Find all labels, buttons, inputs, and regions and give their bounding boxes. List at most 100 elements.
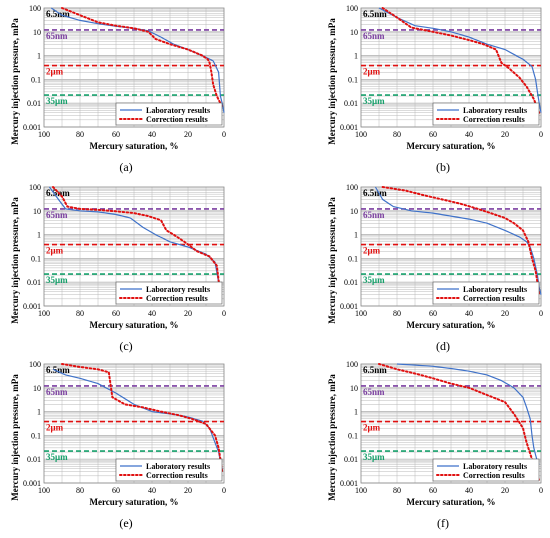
- reference-label: 65nm: [363, 210, 385, 220]
- reference-label: 6.5nm: [46, 9, 70, 19]
- x-tick-label: 0: [539, 130, 543, 139]
- legend-label: Laboratory results: [146, 285, 210, 294]
- x-tick-label: 100: [38, 309, 50, 318]
- x-axis-title: Mercury saturation, %: [406, 320, 495, 330]
- legend-box: [115, 458, 223, 482]
- legend-label: Correction results: [146, 115, 208, 124]
- reference-label: 65nm: [46, 31, 68, 41]
- panel-label: (b): [436, 160, 450, 174]
- y-tick-label: 0.1: [31, 254, 41, 263]
- y-axis-title: Mercury injection pressure, mPa: [10, 374, 20, 501]
- y-tick-label: 0.01: [27, 99, 41, 108]
- y-tick-label: 0.01: [27, 278, 41, 287]
- reference-label: 2μm: [363, 67, 381, 77]
- series-line-laboratory: [48, 186, 221, 292]
- plot-frame: [360, 7, 542, 128]
- legend-box: [115, 281, 223, 305]
- y-tick-label: 10: [33, 384, 41, 393]
- x-tick-label: 100: [38, 130, 50, 139]
- y-tick-label: 0.1: [31, 75, 41, 84]
- legend-box: [432, 458, 540, 482]
- series-line-laboratory: [374, 186, 542, 295]
- y-tick-label: 0.1: [348, 254, 358, 263]
- y-tick-label: 0.001: [23, 123, 41, 132]
- legend-label: Laboratory results: [463, 462, 527, 471]
- y-tick-label: 10: [350, 384, 358, 393]
- panel-label: (c): [119, 339, 132, 353]
- x-tick-label: 100: [355, 130, 367, 139]
- x-tick-label: 100: [355, 309, 367, 318]
- y-tick-label: 0.001: [23, 302, 41, 311]
- reference-label: 2μm: [46, 67, 64, 77]
- y-tick-label: 100: [346, 360, 358, 369]
- reference-label: 6.5nm: [363, 9, 387, 19]
- y-tick-label: 1: [37, 408, 41, 417]
- legend-label: Correction results: [463, 471, 525, 480]
- y-tick-label: 0.1: [348, 431, 358, 440]
- reference-label: 65nm: [363, 387, 385, 397]
- y-tick-label: 0.1: [348, 75, 358, 84]
- legend-box: [115, 102, 223, 126]
- x-tick-label: 40: [465, 130, 473, 139]
- y-tick-label: 10: [33, 207, 41, 216]
- plot-frame: [43, 363, 225, 484]
- x-tick-label: 60: [429, 309, 437, 318]
- plot-frame: [43, 186, 225, 307]
- y-tick-label: 0.001: [23, 479, 41, 488]
- x-tick-label: 0: [539, 486, 543, 495]
- y-tick-label: 10: [350, 207, 358, 216]
- x-tick-label: 80: [76, 130, 84, 139]
- legend-label: Laboratory results: [146, 462, 210, 471]
- reference-label: 35μm: [46, 96, 68, 106]
- y-axis-title: Mercury injection pressure, mPa: [327, 374, 337, 501]
- y-tick-label: 100: [29, 4, 41, 13]
- y-tick-label: 100: [346, 4, 358, 13]
- reference-label: 6.5nm: [46, 365, 70, 375]
- y-tick-label: 10: [350, 28, 358, 37]
- reference-label: 35μm: [363, 275, 385, 285]
- x-tick-label: 20: [501, 486, 509, 495]
- x-tick-label: 80: [76, 486, 84, 495]
- x-axis-title: Mercury saturation, %: [89, 497, 178, 507]
- reference-label: 35μm: [46, 452, 68, 462]
- x-axis-title: Mercury saturation, %: [89, 320, 178, 330]
- series-line-laboratory: [396, 363, 540, 465]
- x-tick-label: 0: [539, 309, 543, 318]
- legend-label: Laboratory results: [146, 106, 210, 115]
- chart-panel-f: 6.5nm 65nm 2μm 35μm Laboratory resultsCorrec…: [327, 360, 543, 530]
- grid: [43, 8, 225, 128]
- x-axis-title: Mercury saturation, %: [406, 497, 495, 507]
- reference-label: 35μm: [363, 96, 385, 106]
- panel-label: (f): [437, 516, 449, 530]
- y-axis-title: Mercury injection pressure, mPa: [10, 18, 20, 145]
- y-tick-label: 0.01: [344, 99, 358, 108]
- series-line-correction: [381, 186, 541, 296]
- y-tick-label: 1: [37, 231, 41, 240]
- y-tick-label: 0.001: [340, 302, 358, 311]
- y-axis-title: Mercury injection pressure, mPa: [327, 18, 337, 145]
- x-tick-label: 20: [184, 309, 192, 318]
- chart-panel-a: 6.5nm 65nm 2μm 35μm Laboratory resultsCorrec…: [10, 4, 226, 174]
- x-tick-label: 80: [76, 309, 84, 318]
- legend-box: [432, 102, 540, 126]
- x-tick-label: 40: [465, 309, 473, 318]
- y-tick-label: 1: [37, 52, 41, 61]
- series-line-correction: [381, 7, 541, 114]
- y-tick-label: 100: [29, 360, 41, 369]
- y-tick-label: 10: [33, 28, 41, 37]
- x-tick-label: 100: [38, 486, 50, 495]
- x-tick-label: 100: [355, 486, 367, 495]
- legend-label: Correction results: [463, 115, 525, 124]
- plot-frame: [360, 363, 542, 484]
- y-axis-title: Mercury injection pressure, mPa: [327, 197, 337, 324]
- x-tick-label: 60: [112, 130, 120, 139]
- x-tick-label: 40: [465, 486, 473, 495]
- x-tick-label: 40: [148, 309, 156, 318]
- x-tick-label: 20: [184, 130, 192, 139]
- legend-label: Correction results: [463, 294, 525, 303]
- x-tick-label: 0: [222, 486, 226, 495]
- x-tick-label: 40: [148, 130, 156, 139]
- x-tick-label: 60: [112, 309, 120, 318]
- series-line-laboratory: [50, 7, 225, 113]
